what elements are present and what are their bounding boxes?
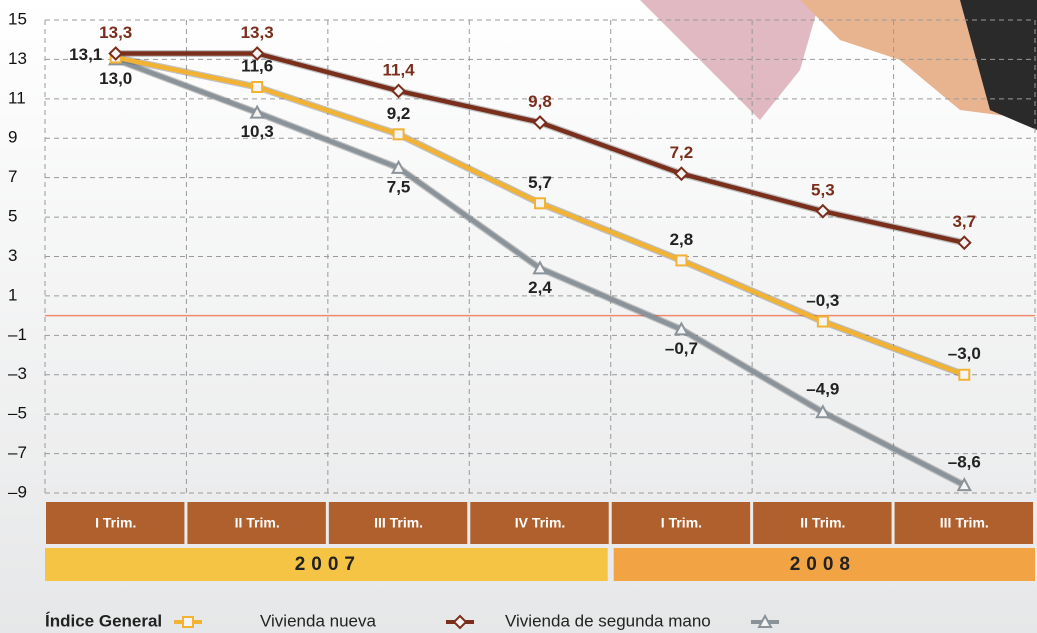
y-tick-label: 5 [8, 207, 17, 226]
value-label: 7,5 [387, 177, 411, 196]
x-tick-label: III Trim. [374, 515, 423, 531]
x-tick-label: I Trim. [661, 515, 702, 531]
y-tick-label: –3 [8, 364, 27, 383]
y-tick-label: 15 [8, 9, 27, 28]
value-label: 11,4 [382, 60, 415, 79]
y-tick-label: –7 [8, 443, 27, 462]
value-label: 13,3 [99, 23, 132, 42]
chart: 15 13 11 9 7 5 3 1 –1 –3 –5 –7 –9 I Trim. II Trim. III … [0, 0, 1037, 633]
value-label: –3,0 [948, 344, 981, 363]
x-tick-label: I Trim. [95, 515, 136, 531]
value-label: 9,2 [387, 104, 411, 123]
year-label: 2008 [790, 554, 856, 575]
y-tick-label: 3 [8, 246, 17, 265]
marker [394, 129, 404, 139]
x-tick-label: II Trim. [235, 515, 280, 531]
value-label: –4,9 [806, 380, 839, 399]
value-label: 13,3 [241, 23, 274, 42]
value-label: –8,6 [948, 453, 981, 472]
value-label: –0,3 [806, 291, 839, 310]
value-label: 2,4 [528, 278, 552, 297]
y-tick-label: 9 [8, 128, 17, 147]
y-tick-label: 1 [8, 285, 17, 304]
y-tick-label: 7 [8, 167, 17, 186]
value-label: 13,0 [99, 69, 132, 88]
y-tick-label: 11 [8, 88, 26, 107]
year-label: 2007 [295, 554, 361, 575]
legend-label: Índice General [45, 611, 162, 630]
value-label: 9,8 [528, 92, 552, 111]
value-label: 3,7 [952, 212, 976, 231]
marker [676, 255, 686, 265]
value-label: 13,1 [69, 45, 102, 64]
marker [252, 82, 262, 92]
x-tick-label: II Trim. [800, 515, 845, 531]
value-label: 5,3 [811, 181, 835, 200]
y-tick-label: –5 [8, 404, 27, 423]
y-tick-label: 13 [8, 49, 27, 68]
y-tick-label: –1 [8, 325, 27, 344]
legend-marker [183, 617, 193, 627]
value-label: 5,7 [528, 173, 552, 192]
x-tick-label: III Trim. [940, 515, 989, 531]
marker [959, 370, 969, 380]
legend-label: Vivienda de segunda mano [505, 611, 711, 630]
value-label: 2,8 [670, 230, 694, 249]
value-label: 10,3 [241, 122, 274, 141]
marker [818, 317, 828, 327]
value-label: –0,7 [665, 339, 698, 358]
y-tick-label: –9 [8, 482, 27, 501]
marker [535, 198, 545, 208]
x-tick-label: IV Trim. [515, 515, 566, 531]
value-label: 7,2 [670, 143, 694, 162]
legend-label: Vivienda nueva [260, 611, 376, 630]
